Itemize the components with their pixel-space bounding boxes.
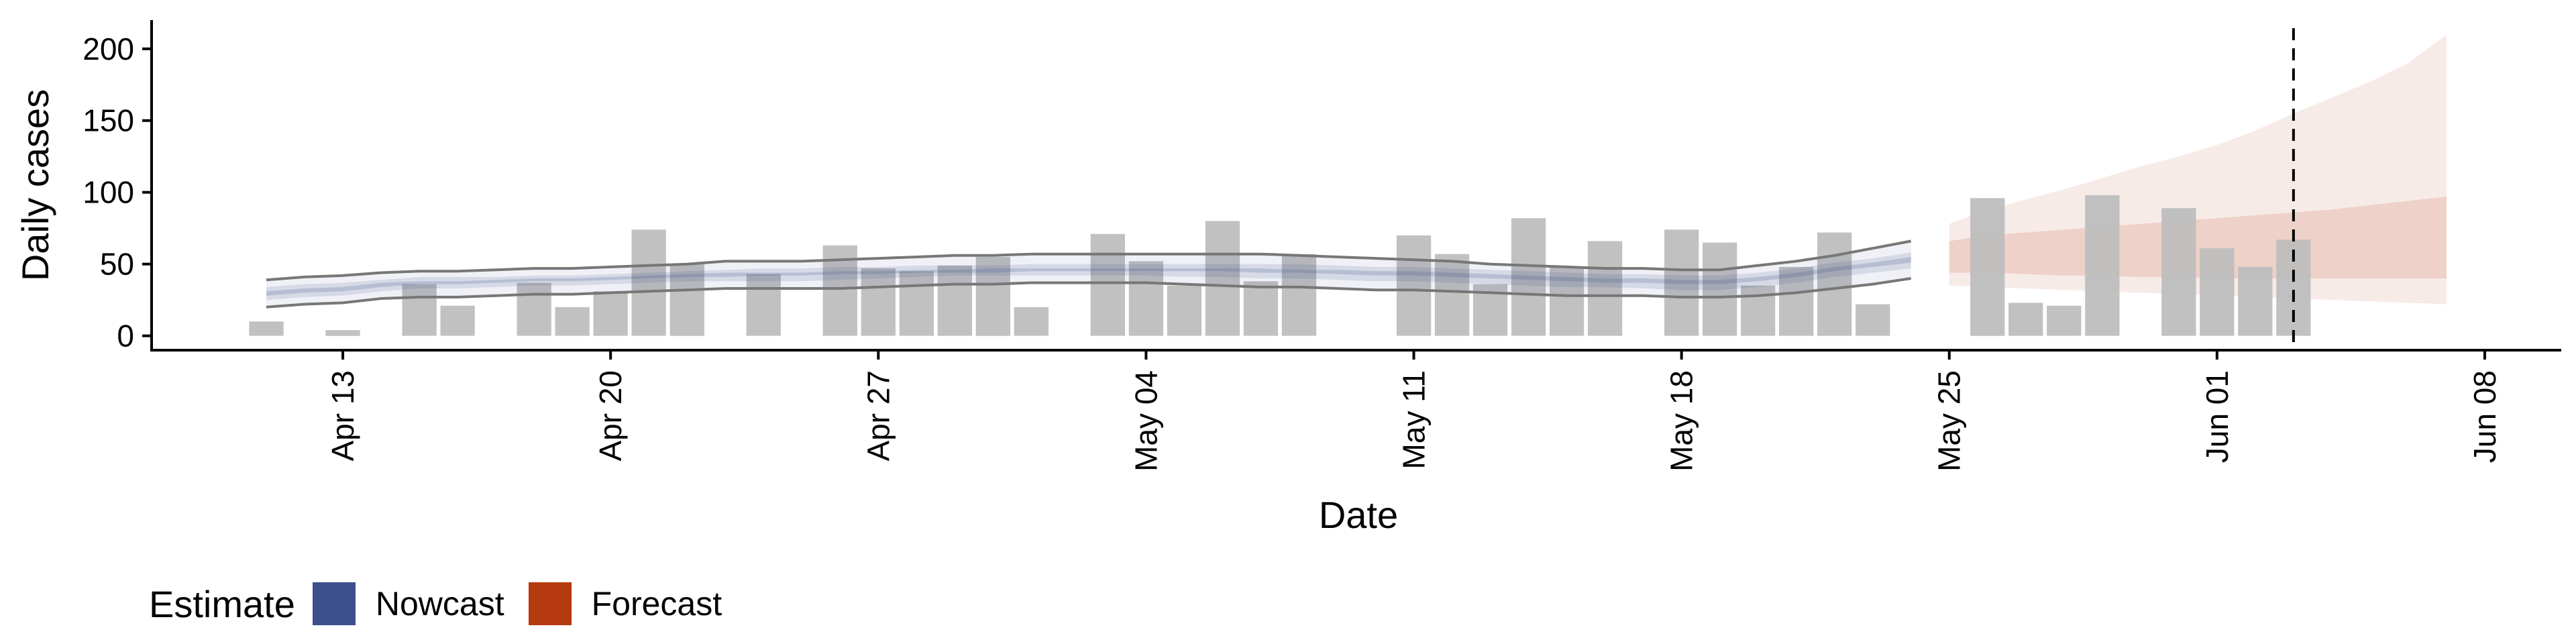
bar-2020-05-28	[2047, 305, 2082, 336]
x-tick-label-2020-06-01: Jun 01	[2200, 370, 2235, 463]
bar-2020-05-14	[1511, 218, 1546, 336]
observed-bars	[249, 195, 2311, 336]
nowcast-bands	[266, 241, 1911, 307]
forecast-bands	[1949, 34, 2447, 305]
bar-2020-05-05	[1167, 285, 1202, 336]
nowcast-lower-outline	[266, 277, 1911, 309]
bar-2020-05-03	[1090, 233, 1125, 336]
bar-2020-05-19	[1703, 242, 1737, 336]
bar-2020-05-31	[2161, 208, 2196, 336]
forecast-band-90	[1949, 34, 2447, 305]
nowcast-band-50	[266, 252, 1911, 301]
nowcast-band-90	[266, 241, 1911, 307]
bar-2020-05-26	[1970, 198, 2005, 336]
y-tick-label-0: 0	[117, 319, 134, 354]
bar-2020-05-21	[1779, 266, 1814, 336]
x-tick-label-2020-05-04: May 04	[1128, 370, 1163, 472]
x-axis-title: Date	[1319, 494, 1398, 536]
y-axis-ticks: 0 50 100 150 200	[83, 32, 152, 354]
bar-2020-05-15	[1549, 266, 1585, 336]
bar-2020-05-12	[1434, 254, 1470, 336]
legend-key-forecast	[528, 582, 572, 625]
bar-2020-04-29	[937, 265, 972, 336]
bar-2020-04-30	[975, 257, 1010, 336]
x-tick-label-2020-06-08: Jun 08	[2467, 370, 2502, 463]
y-tick-label-150: 150	[83, 103, 134, 138]
bar-2020-05-23	[1856, 304, 1890, 336]
x-tick-label-2020-05-25: May 25	[1932, 370, 1967, 472]
bar-2020-04-22	[669, 264, 704, 336]
legend-item-nowcast: Nowcast	[312, 582, 504, 625]
y-tick-label-50: 50	[100, 247, 134, 282]
y-axis-title: Daily cases	[14, 89, 56, 281]
bar-2020-05-07	[1243, 281, 1279, 336]
bar-2020-05-22	[1817, 232, 1852, 336]
bar-2020-05-11	[1396, 235, 1432, 336]
bar-2020-04-13	[325, 330, 360, 336]
legend-title: Estimate	[149, 582, 295, 625]
bar-2020-04-24	[746, 274, 781, 336]
nowcast-upper-outline	[266, 239, 1912, 282]
bar-2020-06-01	[2200, 248, 2235, 336]
y-tick-label-200: 200	[83, 32, 134, 66]
legend: Estimate Nowcast Forecast	[149, 577, 746, 631]
legend-label-forecast: Forecast	[591, 585, 722, 623]
x-tick-label-2020-04-13: Apr 13	[325, 370, 360, 462]
x-tick-label-2020-05-18: May 18	[1664, 370, 1699, 472]
x-axis-ticks: Apr 13 Apr 20 Apr 27 May 04 May 11 May 18 May …	[325, 350, 2502, 472]
y-tick-label-100: 100	[83, 175, 134, 210]
bar-2020-04-27	[861, 268, 896, 336]
bar-2020-05-18	[1664, 229, 1699, 336]
x-tick-label-2020-04-27: Apr 27	[861, 370, 896, 462]
bar-2020-04-20	[593, 291, 628, 336]
bar-2020-04-16	[440, 305, 475, 336]
legend-item-forecast: Forecast	[528, 582, 722, 625]
interval-outlines	[266, 239, 1912, 309]
bar-2020-05-06	[1205, 221, 1240, 336]
bar-2020-04-15	[402, 284, 437, 336]
bar-2020-05-04	[1128, 261, 1164, 336]
bar-2020-04-28	[899, 271, 934, 336]
legend-key-nowcast	[312, 582, 356, 625]
legend-label-nowcast: Nowcast	[375, 585, 504, 623]
forecast-band-50	[1949, 197, 2447, 278]
x-tick-label-2020-05-11: May 11	[1397, 370, 1432, 469]
axes	[150, 20, 2561, 352]
x-tick-label-2020-04-20: Apr 20	[593, 370, 628, 462]
bar-2020-05-16	[1587, 241, 1623, 336]
bar-2020-06-02	[2238, 266, 2273, 336]
bar-2020-04-19	[555, 307, 590, 336]
bar-2020-04-11	[249, 321, 284, 336]
bar-2020-05-27	[2008, 303, 2043, 336]
bar-2020-05-01	[1014, 307, 1049, 336]
bar-2020-05-08	[1281, 254, 1317, 336]
bar-2020-05-29	[2085, 195, 2120, 336]
bar-2020-04-18	[517, 282, 551, 336]
bar-2020-04-21	[631, 229, 666, 336]
